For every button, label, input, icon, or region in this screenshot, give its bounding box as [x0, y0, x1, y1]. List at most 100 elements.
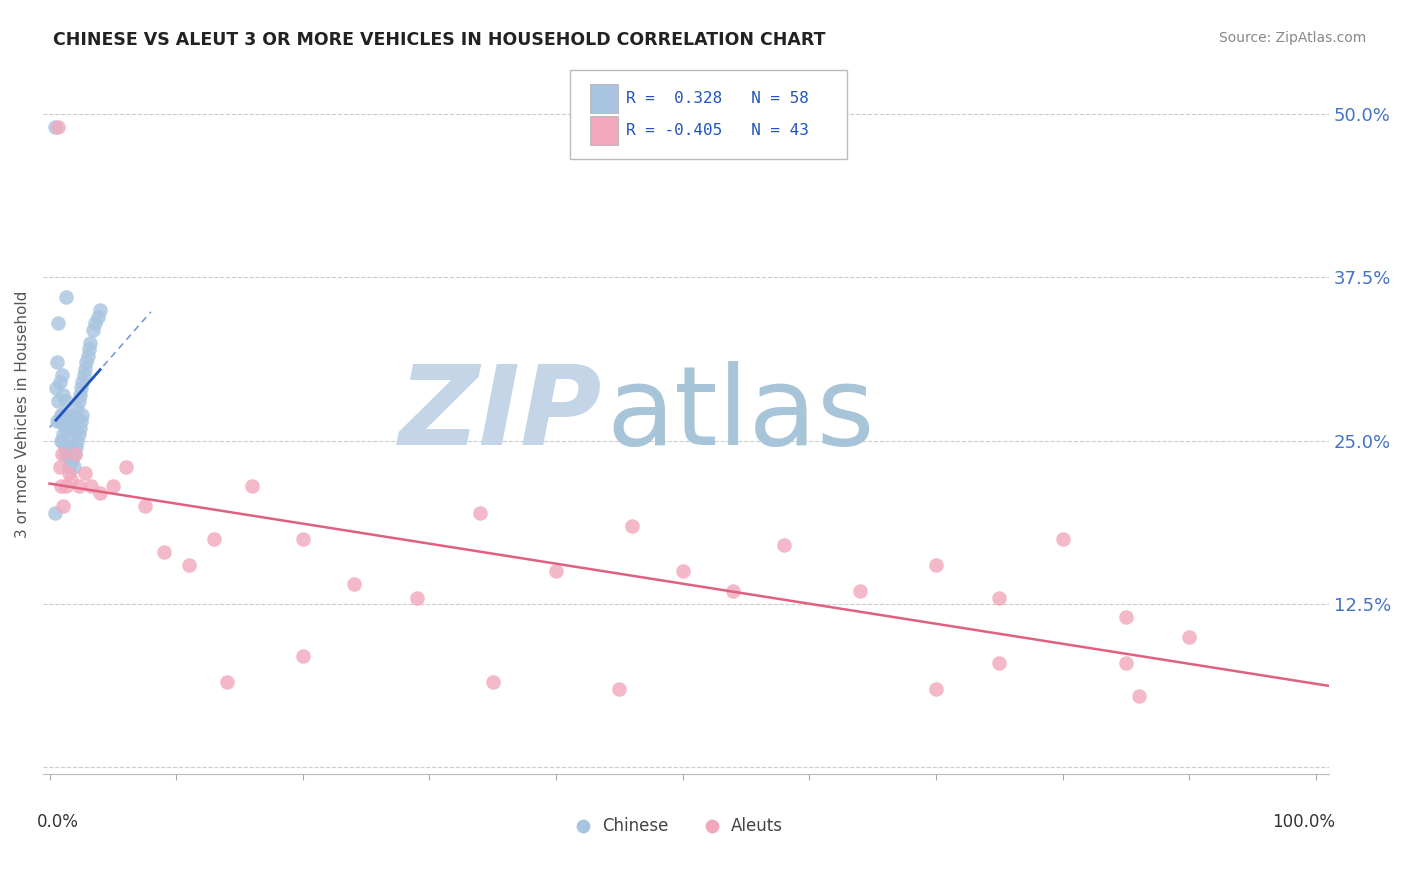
Point [55, 290, 77, 304]
Point [60, 420, 83, 434]
Point [46, 414, 69, 428]
Point [59, 440, 82, 454]
Point [988, 591, 1011, 605]
Point [773, 538, 796, 552]
Point [66, 401, 89, 415]
Point [51, 408, 73, 422]
Point [1052, 532, 1074, 546]
Point [925, 681, 948, 696]
Point [470, 506, 492, 520]
Point [291, 532, 314, 546]
Text: 0.0%: 0.0% [37, 814, 79, 831]
Point [77, 342, 100, 356]
Point [240, 479, 263, 493]
Point [48, 375, 70, 389]
Text: CHINESE VS ALEUT 3 OR MORE VEHICLES IN HOUSEHOLD CORRELATION CHART: CHINESE VS ALEUT 3 OR MORE VEHICLES IN H… [53, 31, 825, 49]
Point [51, 368, 73, 383]
Point [63, 414, 86, 428]
Point [69, 388, 91, 402]
Point [44, 506, 66, 520]
Point [925, 558, 948, 572]
Point [672, 565, 695, 579]
Point [56, 447, 79, 461]
Point [65, 440, 87, 454]
Point [1115, 656, 1137, 670]
Y-axis label: 3 or more Vehicles in Household: 3 or more Vehicles in Household [15, 291, 30, 538]
Point [405, 591, 427, 605]
Point [65, 408, 87, 422]
Point [48, 316, 70, 330]
Text: 100.0%: 100.0% [1272, 814, 1336, 831]
Point [63, 447, 86, 461]
Point [48, 459, 70, 474]
Point [114, 459, 136, 474]
Point [60, 453, 83, 467]
Point [177, 558, 200, 572]
Point [89, 486, 111, 500]
Point [70, 414, 93, 428]
Point [609, 681, 631, 696]
Point [72, 375, 94, 389]
Point [52, 388, 75, 402]
Point [62, 427, 84, 442]
Point [55, 447, 77, 461]
Point [45, 381, 67, 395]
Point [53, 408, 76, 422]
Point [69, 420, 91, 434]
Point [55, 420, 77, 434]
Point [60, 414, 83, 428]
Point [134, 499, 156, 513]
Text: Aleuts: Aleuts [731, 817, 783, 835]
Point [58, 467, 80, 481]
Point [48, 394, 70, 409]
Point [49, 434, 72, 448]
Point [291, 649, 314, 664]
Point [44, 120, 66, 134]
Point [571, 855, 593, 869]
Point [1128, 689, 1150, 703]
Point [546, 565, 568, 579]
Point [723, 584, 745, 599]
Point [46, 355, 69, 369]
FancyBboxPatch shape [589, 116, 617, 145]
Point [56, 414, 79, 428]
Point [55, 479, 77, 493]
Point [53, 440, 76, 454]
Text: Source: ZipAtlas.com: Source: ZipAtlas.com [1219, 31, 1367, 45]
Point [1115, 610, 1137, 624]
Point [76, 349, 98, 363]
Point [48, 120, 70, 134]
Point [621, 518, 644, 533]
FancyBboxPatch shape [589, 84, 617, 112]
Point [215, 675, 238, 690]
Point [66, 434, 89, 448]
Text: Chinese: Chinese [602, 817, 669, 835]
Point [55, 394, 77, 409]
Point [82, 322, 104, 336]
Point [697, 855, 720, 869]
Point [73, 361, 96, 376]
Text: R =  0.328   N = 58: R = 0.328 N = 58 [626, 91, 808, 106]
Point [70, 381, 93, 395]
Point [48, 414, 70, 428]
Text: R = -0.405   N = 43: R = -0.405 N = 43 [626, 123, 808, 138]
Point [202, 532, 225, 546]
Point [80, 479, 103, 493]
Point [52, 427, 75, 442]
Point [51, 434, 73, 448]
Point [67, 427, 90, 442]
Point [84, 316, 107, 330]
Point [73, 368, 96, 383]
Text: ZIP: ZIP [399, 361, 602, 468]
Point [849, 584, 872, 599]
Point [60, 473, 83, 487]
Point [58, 420, 80, 434]
Point [72, 408, 94, 422]
Point [1178, 630, 1201, 644]
Point [58, 459, 80, 474]
Point [988, 656, 1011, 670]
Point [89, 303, 111, 318]
Point [75, 355, 97, 369]
Point [86, 310, 108, 324]
Point [342, 577, 364, 591]
